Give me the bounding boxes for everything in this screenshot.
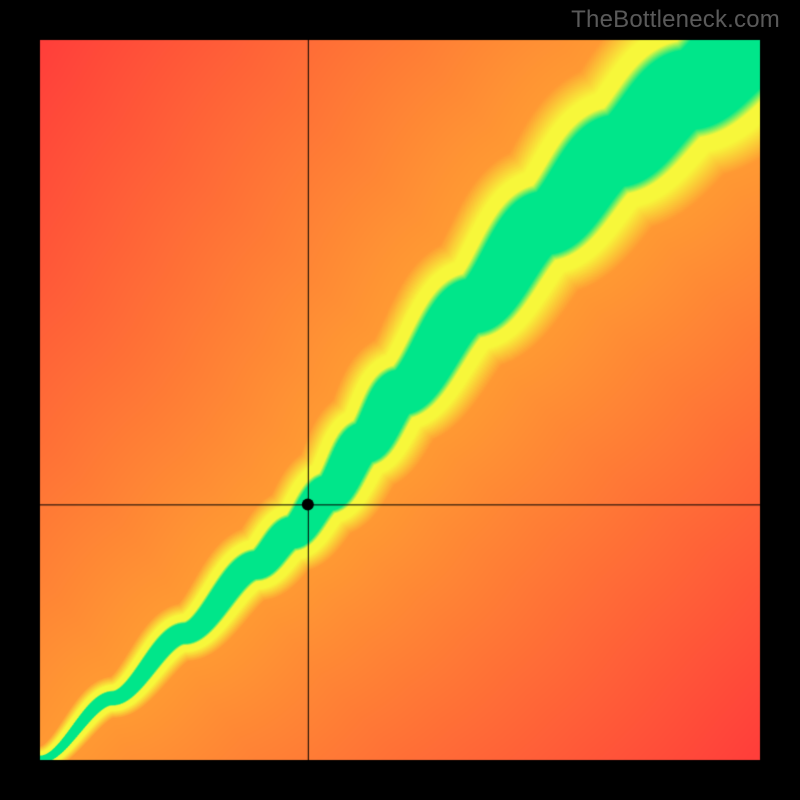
watermark-text: TheBottleneck.com [571,6,780,34]
heatmap-canvas [0,0,800,800]
chart-container: TheBottleneck.com [0,0,800,800]
